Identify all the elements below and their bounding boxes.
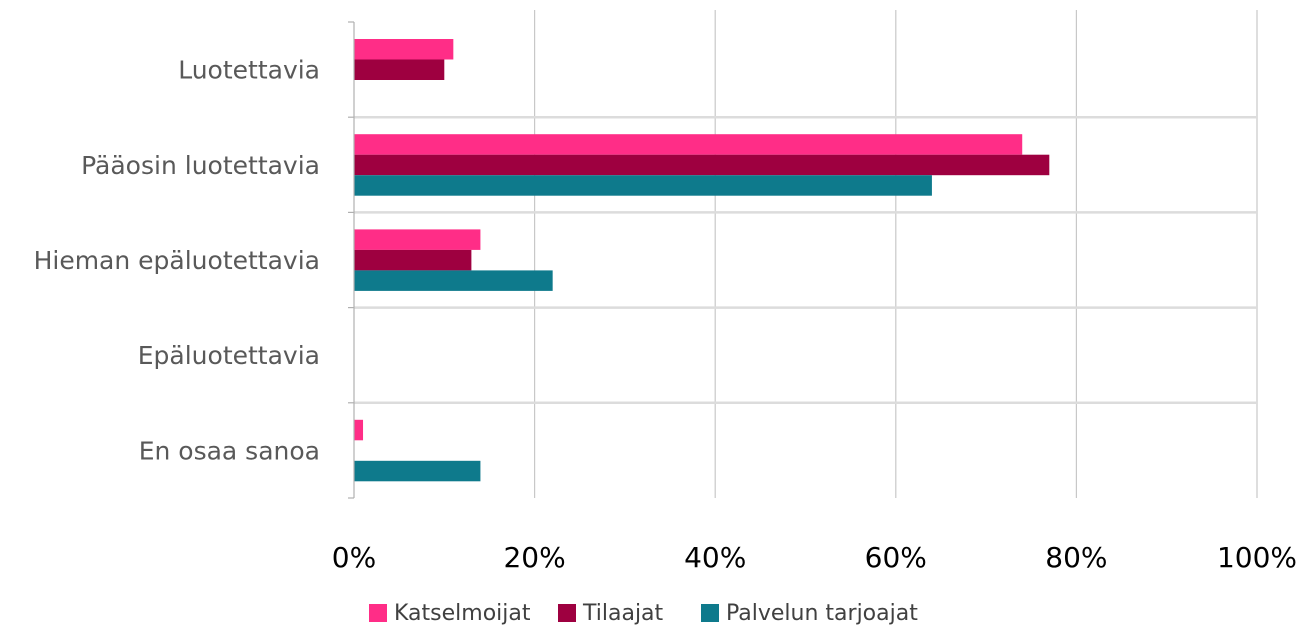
legend-label: Palvelun tarjoajat [726, 601, 918, 626]
legend-label: Katselmoijat [394, 601, 531, 626]
bar-katselmoijat [354, 229, 481, 250]
bar-palvelun-tarjoajat [354, 460, 481, 482]
labels: Luotettavia Pääosin luotettavia Hieman epä… [34, 56, 1297, 574]
bar-tilaajat [354, 59, 445, 80]
x-tick-label: 20% [503, 541, 565, 574]
category-label: Luotettavia [178, 56, 320, 85]
category-label: En osaa sanoa [139, 436, 320, 465]
category-label: Pääosin luotettavia [81, 151, 320, 180]
legend-swatch [369, 604, 387, 622]
axes [348, 21, 355, 499]
bars [354, 39, 1050, 482]
legend-swatch [558, 604, 576, 622]
x-tick-label: 40% [684, 541, 746, 574]
category-label: Epäluotettavia [138, 341, 320, 370]
bar-tilaajat [354, 154, 1050, 176]
category-label: Hieman epäluotettavia [34, 246, 320, 275]
bar-katselmoijat [354, 419, 364, 441]
bar-katselmoijat [354, 39, 454, 60]
legend-swatch [701, 604, 719, 622]
x-tick-label: 0% [332, 541, 376, 574]
bar-katselmoijat [354, 134, 1023, 155]
bar-tilaajat [354, 249, 472, 271]
x-tick-label: 60% [865, 541, 927, 574]
legend-label: Tilaajat [582, 601, 664, 626]
x-tick-label: 100% [1217, 541, 1297, 574]
gridlines [354, 10, 1258, 498]
x-tick-label: 80% [1045, 541, 1107, 574]
bar-palvelun-tarjoajat [354, 270, 553, 291]
bar-palvelun-tarjoajat [354, 175, 932, 196]
legend: Katselmoijat Tilaajat Palvelun tarjoajat [369, 601, 918, 626]
